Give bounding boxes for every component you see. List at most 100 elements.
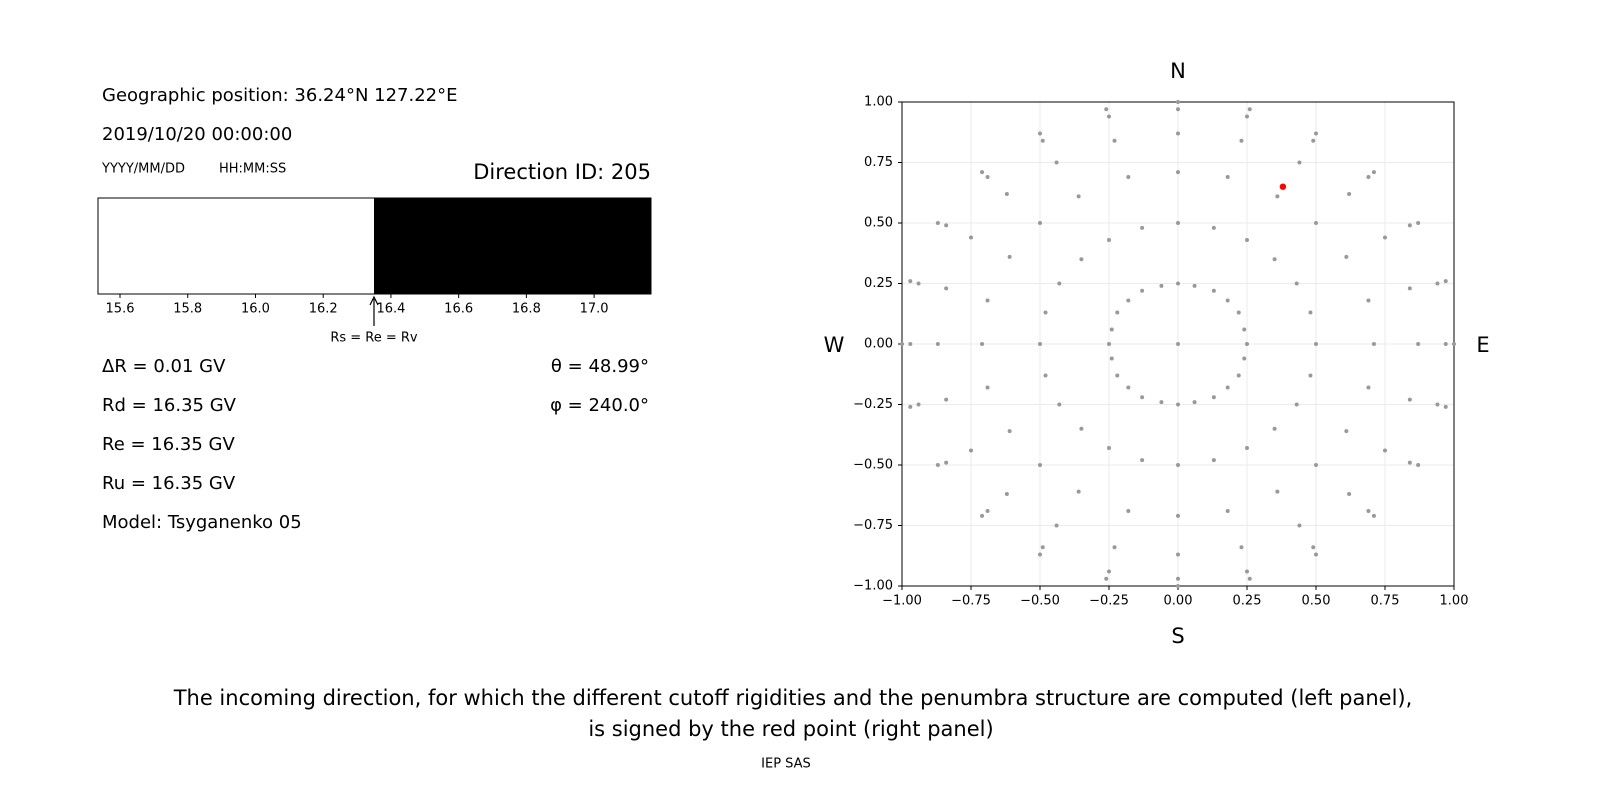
direction-point [1407,223,1412,228]
caption-line: The incoming direction, for which the di… [173,686,1413,710]
direction-point [916,402,921,407]
direction-point [1279,183,1287,190]
compass-label: N [1170,59,1186,83]
frame [97,197,652,295]
x-tick-label: −1.00 [882,594,922,609]
direction-point [969,448,973,453]
direction-point [1225,298,1230,303]
direction-point [1275,194,1280,199]
direction-point [1176,107,1180,112]
direction-point [1225,175,1230,180]
y-tick-label: 1.00 [864,95,893,110]
direction-point [908,279,913,284]
direction-point [944,397,949,402]
direction-point [1245,114,1249,119]
direction-point [1040,545,1045,550]
direction-point [1004,191,1009,196]
rd: Rd = 16.35 GV [102,395,237,416]
direction-point [1054,160,1059,165]
direction-point [1245,569,1249,574]
direction-point [1007,254,1012,259]
direction-point [1308,310,1313,315]
direction-point [1176,584,1180,588]
direction-point [1242,356,1247,361]
phi: φ = 240.0° [550,395,649,416]
direction-point [1344,254,1349,259]
direction-point [969,235,973,240]
direction-point [944,286,949,291]
direction-point [1038,552,1042,557]
direction-point [1366,298,1371,303]
cutoff-label: Rs = Re = Rv [330,331,418,346]
direction-point [1435,281,1440,286]
direction-point [1416,342,1421,346]
direction-point [1192,400,1197,405]
direction-point [908,342,913,346]
direction-point [1107,569,1111,574]
direction-point [1371,513,1376,518]
direction-point [935,463,940,467]
y-tick-label: 0.50 [864,216,893,231]
theta: θ = 48.99° [551,356,649,377]
direction-point [1366,385,1371,390]
date-format: YYYY/MM/DD [101,162,185,177]
direction-point [1435,402,1440,407]
direction-point [1275,489,1280,494]
x-tick-label: −0.50 [1020,594,1060,609]
direction-point [1347,492,1352,497]
x-tick-label: 0.75 [1371,594,1400,609]
direction-point [1311,138,1316,143]
direction-point [1107,446,1111,451]
direction-point [1225,508,1230,513]
direction-point [1176,221,1180,225]
time-format: HH:MM:SS [219,162,286,177]
direction-point [1225,385,1230,390]
x-tick-label: 16.0 [241,302,270,317]
direction-point [1140,288,1145,293]
direction-point [1104,576,1109,581]
direction-point [1366,175,1371,180]
compass-label: E [1476,333,1489,357]
direction-point [935,342,940,346]
direction-point [1236,373,1241,378]
direction-point [1176,100,1180,104]
direction-point [1076,489,1081,494]
y-tick-label: −0.25 [853,397,893,412]
x-tick-label: 0.25 [1233,594,1262,609]
y-tick-label: −1.00 [853,579,893,594]
direction-point [1040,138,1045,143]
direction-point [944,223,949,228]
y-tick-label: −0.50 [853,458,893,473]
direction-point [1079,426,1084,431]
direction-point [1272,257,1277,262]
direction-point [1176,402,1180,407]
direction-point [1109,356,1114,361]
x-tick-label: 0.50 [1302,594,1331,609]
direction-point [1407,397,1412,402]
direction-point [1443,279,1448,284]
direction-point [1076,194,1081,199]
direction-point [1112,545,1117,550]
direction-point [1383,235,1387,240]
direction-point [1297,160,1302,165]
model: Model: Tsyganenko 05 [102,512,302,533]
caption-line: is signed by the red point (right panel) [588,717,993,741]
direction-point [1242,327,1247,332]
direction-point [1297,523,1302,528]
direction-point [1311,545,1316,550]
forbidden-band [373,198,651,294]
x-tick-label: 16.6 [444,302,473,317]
direction-point [1109,327,1114,332]
delta-r: ΔR = 0.01 GV [102,356,226,377]
y-tick-label: 0.75 [864,155,893,170]
direction-point [1038,131,1042,136]
direction-point [1314,342,1318,346]
x-tick-label: 15.8 [173,302,202,317]
direction-point [1245,237,1249,242]
direction-point [1211,288,1216,293]
direction-point [1038,221,1042,225]
direction-point [1176,513,1180,518]
direction-point [1176,170,1180,175]
direction-point [1452,342,1456,346]
direction-point [1371,170,1376,175]
